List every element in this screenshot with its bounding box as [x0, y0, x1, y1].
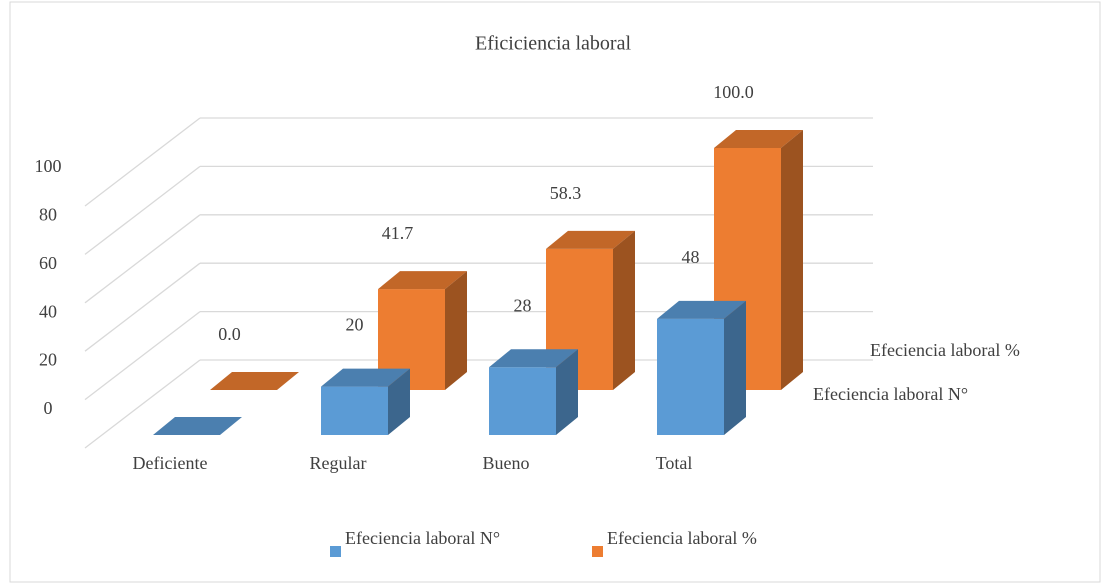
bar-top: [489, 349, 578, 368]
bar-top: [321, 368, 410, 387]
bar-front: [657, 318, 724, 435]
bar-side: [724, 300, 746, 435]
x-tick-label: Deficiente: [133, 453, 208, 473]
data-label: 48: [682, 247, 700, 267]
y-tick-label: 80: [39, 205, 57, 225]
data-label: 100.0: [713, 82, 754, 102]
bar-side: [613, 230, 635, 390]
x-tick-label: Bueno: [483, 453, 530, 473]
chart-title: Eficiciencia laboral: [475, 33, 631, 55]
data-label: 41.7: [382, 223, 414, 243]
grid-line: [84, 117, 201, 207]
y-tick-label: 20: [39, 350, 57, 370]
data-label: 28: [514, 295, 532, 315]
depth-label: Efeciencia laboral %: [870, 340, 1020, 360]
depth-label: Efeciencia laboral N°: [813, 384, 968, 404]
grid-line: [84, 214, 201, 304]
bar-side: [781, 130, 803, 390]
y-tick-label: 40: [39, 301, 57, 321]
bar-top: [210, 372, 299, 390]
grid-line: [84, 311, 201, 401]
bar-top: [378, 271, 467, 290]
legend-label: Efeciencia laboral N°: [345, 528, 500, 548]
bar-side: [556, 349, 578, 435]
grid-line: [84, 359, 201, 449]
bar-side: [388, 368, 410, 435]
bar-top: [546, 230, 635, 249]
legend-swatch: [330, 546, 341, 557]
bar-top: [153, 417, 242, 435]
bar-front: [321, 386, 388, 435]
x-tick-label: Total: [656, 453, 693, 473]
legend-label: Efeciencia laboral %: [607, 528, 757, 548]
bar-top: [657, 300, 746, 319]
grid-line: [84, 262, 201, 352]
grid-line: [84, 165, 201, 255]
legend-swatch: [592, 546, 603, 557]
data-label: 20: [346, 315, 364, 335]
x-tick-label: Regular: [310, 453, 367, 473]
y-tick-label: 100: [35, 156, 62, 176]
y-tick-label: 60: [39, 253, 57, 273]
bar-front: [489, 367, 556, 435]
bar-top: [714, 130, 803, 148]
y-tick-label: 0: [44, 398, 53, 418]
data-label: 0.0: [218, 324, 241, 344]
bar-side: [445, 271, 467, 390]
data-label: 58.3: [550, 183, 582, 203]
